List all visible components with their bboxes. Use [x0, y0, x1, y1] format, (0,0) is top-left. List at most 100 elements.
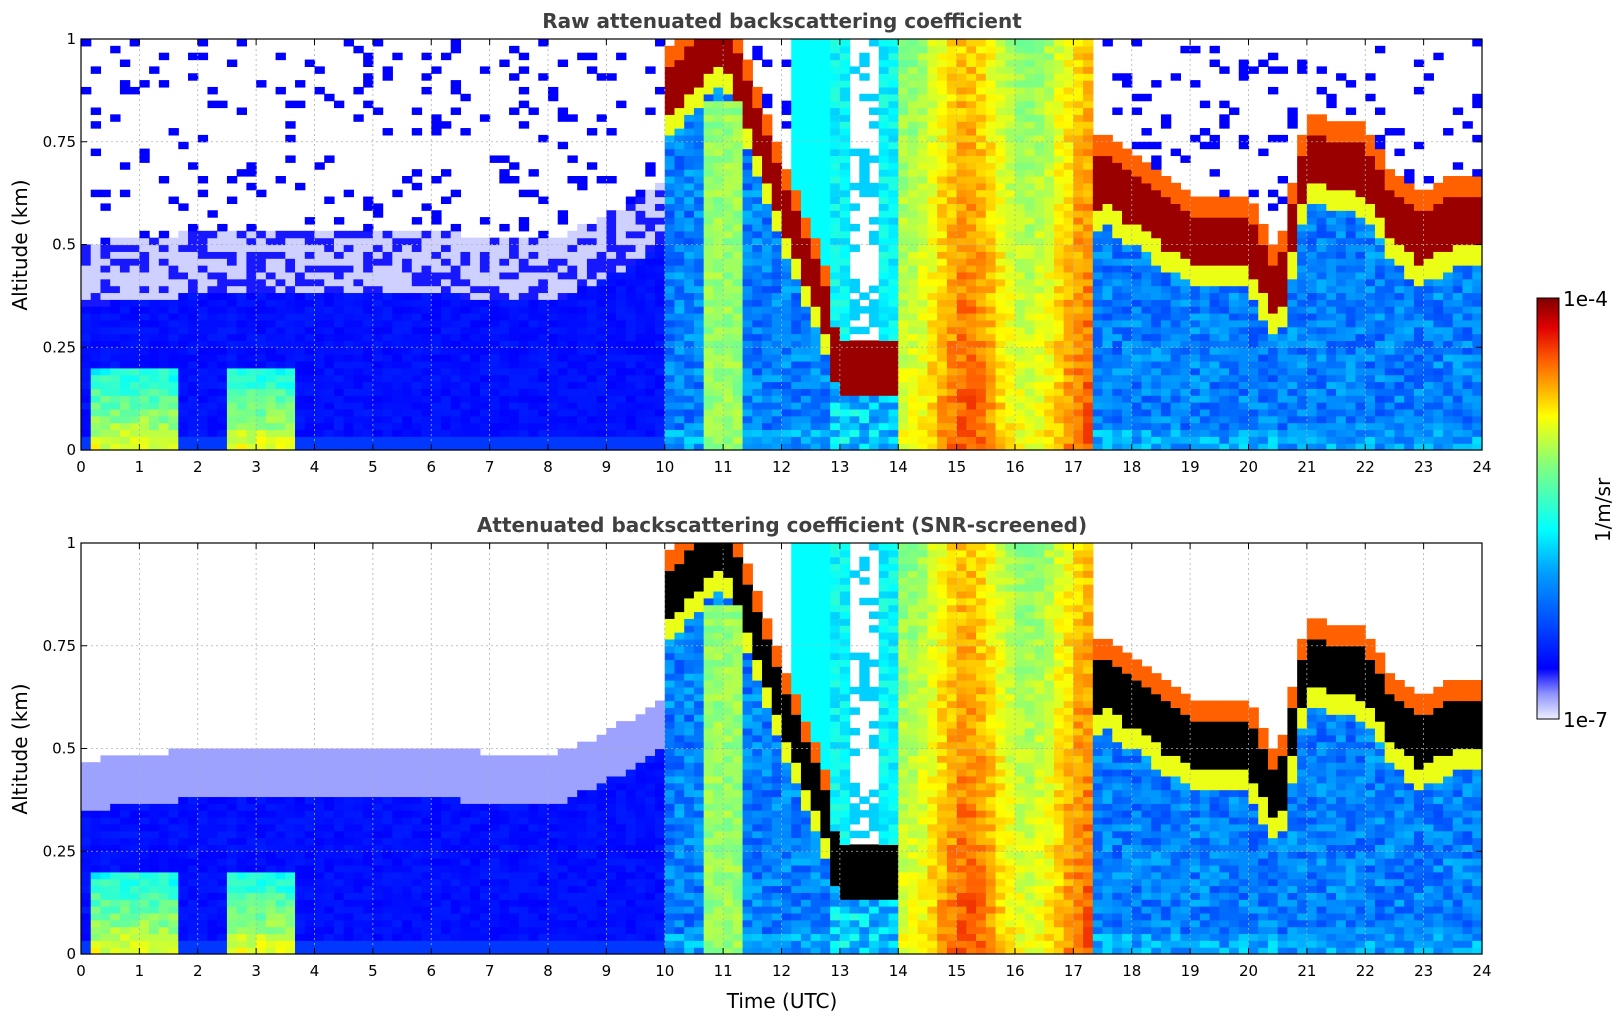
- heatmap-cell: [791, 210, 802, 218]
- heatmap-cell: [976, 278, 987, 287]
- heatmap-cell: [1005, 381, 1016, 389]
- heatmap-cell: [800, 210, 812, 218]
- heatmap-cell: [810, 285, 822, 294]
- heatmap-cell: [1024, 347, 1036, 355]
- heatmap-cell: [664, 93, 676, 102]
- heatmap-cell: [285, 155, 296, 163]
- heatmap-cell: [917, 39, 929, 47]
- heatmap-cell: [246, 299, 257, 307]
- heatmap-cell: [431, 176, 442, 184]
- heatmap-cell: [985, 93, 997, 102]
- heatmap-cell: [635, 415, 646, 424]
- heatmap-cell: [90, 443, 102, 451]
- heatmap-cell: [781, 189, 792, 198]
- heatmap-cell: [800, 313, 812, 321]
- heatmap-cell: [197, 313, 209, 321]
- heatmap-cell: [1024, 388, 1036, 396]
- heatmap-cell: [645, 162, 656, 170]
- heatmap-cell: [353, 360, 364, 369]
- heatmap-cell: [742, 278, 753, 287]
- heatmap-cell: [1024, 217, 1036, 225]
- heatmap-cell: [645, 299, 656, 307]
- heatmap-cell: [372, 408, 384, 417]
- heatmap-cell: [246, 313, 257, 321]
- heatmap-cell: [460, 306, 471, 314]
- heatmap-cell: [1112, 292, 1123, 300]
- heatmap-cell: [742, 271, 753, 280]
- heatmap-cell: [1141, 182, 1152, 191]
- heatmap-cell: [314, 443, 325, 451]
- heatmap-cell: [129, 319, 140, 328]
- heatmap-cell: [1034, 93, 1045, 102]
- heatmap-cell: [1092, 141, 1104, 150]
- heatmap-cell: [878, 415, 890, 424]
- heatmap-cell: [197, 402, 209, 410]
- heatmap-cell: [645, 388, 656, 396]
- heatmap-cell: [820, 422, 831, 431]
- heatmap-cell: [586, 306, 598, 314]
- heatmap-cell: [1015, 271, 1026, 280]
- heatmap-cell: [820, 271, 831, 280]
- heatmap-cell: [295, 299, 306, 307]
- heatmap-cell: [548, 367, 559, 376]
- heatmap-cell: [849, 182, 860, 191]
- heatmap-cell: [178, 292, 189, 300]
- heatmap-cell: [839, 66, 851, 74]
- heatmap-cell: [226, 299, 238, 307]
- heatmap-cell: [1102, 415, 1113, 424]
- heatmap-cell: [81, 299, 92, 307]
- heatmap-cell: [372, 278, 384, 287]
- heatmap-cell: [518, 408, 530, 417]
- heatmap-cell: [723, 422, 734, 431]
- heatmap-cell: [791, 415, 802, 424]
- heatmap-cell: [577, 367, 588, 376]
- heatmap-cell: [100, 340, 111, 348]
- heatmap-cell: [674, 265, 685, 273]
- heatmap-cell: [732, 408, 744, 417]
- heatmap-cell: [771, 278, 783, 287]
- heatmap-cell: [1151, 210, 1162, 218]
- heatmap-cell: [684, 347, 695, 355]
- heatmap-cell: [1044, 271, 1055, 280]
- heatmap-cell: [1044, 155, 1055, 163]
- heatmap-cell: [158, 347, 170, 355]
- heatmap-cell: [820, 333, 831, 341]
- heatmap-cell: [324, 319, 335, 328]
- heatmap-cell: [684, 429, 695, 437]
- heatmap-cell: [265, 374, 277, 383]
- heatmap-cell: [343, 367, 355, 376]
- heatmap-cell: [1024, 313, 1036, 321]
- heatmap-cell: [402, 237, 413, 246]
- heatmap-cell: [402, 258, 413, 266]
- heatmap-cell: [1112, 251, 1123, 259]
- heatmap-cell: [333, 436, 345, 444]
- heatmap-cell: [460, 436, 471, 444]
- heatmap-cell: [1024, 93, 1036, 102]
- heatmap-cell: [557, 258, 569, 266]
- heatmap-cell: [275, 436, 286, 444]
- heatmap-cell: [479, 319, 491, 328]
- heatmap-cell: [830, 319, 841, 328]
- heatmap-cell: [538, 319, 549, 328]
- heatmap-cell: [655, 381, 666, 389]
- heatmap-cell: [1102, 429, 1113, 437]
- heatmap-cell: [898, 100, 909, 109]
- heatmap-cell: [1015, 162, 1026, 170]
- heatmap-cell: [450, 223, 462, 232]
- heatmap-cell: [742, 340, 753, 348]
- heatmap-cell: [723, 148, 734, 157]
- heatmap-cell: [937, 66, 948, 74]
- heatmap-cell: [1005, 271, 1016, 280]
- heatmap-cell: [907, 128, 919, 136]
- heatmap-cell: [81, 422, 92, 431]
- heatmap-cell: [518, 402, 530, 410]
- heatmap-cell: [304, 59, 316, 67]
- heatmap-cell: [372, 299, 384, 307]
- heatmap-cell: [450, 381, 462, 389]
- heatmap-cell: [781, 395, 792, 403]
- heatmap-cell: [878, 271, 890, 280]
- heatmap-cell: [246, 169, 257, 177]
- heatmap-cell: [966, 265, 977, 273]
- heatmap-cell: [830, 121, 841, 129]
- heatmap-cell: [878, 319, 890, 328]
